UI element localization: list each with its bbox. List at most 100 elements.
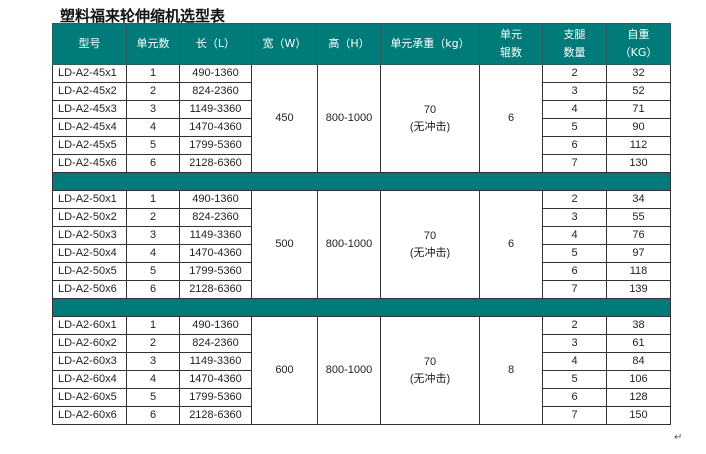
weight-cell: 130 [606,154,671,173]
units-cell: 6 [126,280,180,299]
legs-cell: 4 [542,100,607,119]
weight-cell: 118 [606,262,671,281]
units-cell: 4 [126,118,180,137]
column-header: 单元数 [126,23,180,65]
weight-cell: 90 [606,118,671,137]
units-cell: 3 [126,352,180,371]
weight-cell: 34 [606,190,671,209]
units-cell: 3 [126,100,180,119]
separator-band [52,298,671,317]
model-cell: LD-A2-60x4 [52,370,127,389]
model-cell: LD-A2-50x3 [52,226,127,245]
length-cell: 1149-3360 [179,226,252,245]
length-cell: 490-1360 [179,316,252,335]
weight-cell: 76 [606,226,671,245]
table-row: LD-A2-60x1 1 490-1360 600 800-1000 70 (无冲击) 8 2 3… [52,316,671,425]
table-row: LD-A2-45x5 5 1799-5360 6 112 [52,136,671,155]
weight-cell: 112 [606,136,671,155]
weight-cell: 71 [606,100,671,119]
weight-cell: 106 [606,370,671,389]
model-cell: LD-A2-50x5 [52,262,127,281]
length-cell: 2128-6360 [179,280,252,299]
column-header: 长（L） [179,23,252,65]
length-cell: 824-2360 [179,334,252,353]
table-row: LD-A2-45x1 1 490-1360 450 800-1000 70 (无冲击) 6 2 3… [52,64,671,173]
load-value: 70 [423,103,437,116]
column-header: 支腿 数量 [542,23,607,65]
length-cell: 1799-5360 [179,388,252,407]
load-cell: 70 (无冲击) [380,64,480,173]
table-row: LD-A2-50x5 5 1799-5360 6 118 [52,262,671,281]
legs-cell: 7 [542,154,607,173]
units-cell: 1 [126,316,180,335]
legs-cell: 6 [542,136,607,155]
selection-table: 型号 单元数 长（L） 宽（W） 高（H） 单元承重（kg） 单元 辊数 支腿 数量 自重 （K… [52,23,671,425]
rollers-cell: 8 [479,316,543,425]
weight-cell: 84 [606,352,671,371]
units-cell: 4 [126,244,180,263]
model-cell: LD-A2-45x3 [52,100,127,119]
units-cell: 5 [126,136,180,155]
weight-cell: 139 [606,280,671,299]
table-row: LD-A2-60x5 5 1799-5360 6 128 [52,388,671,407]
units-cell: 2 [126,334,180,353]
length-cell: 1149-3360 [179,100,252,119]
model-cell: LD-A2-60x5 [52,388,127,407]
legs-cell: 3 [542,208,607,227]
table-row: LD-A2-60x4 4 1470-4360 5 106 [52,370,671,389]
length-cell: 490-1360 [179,190,252,209]
load-cell: 70 (无冲击) [380,316,480,425]
legs-cell: 4 [542,352,607,371]
load-value: 70 [423,229,437,242]
weight-cell: 61 [606,334,671,353]
table-row: LD-A2-45x4 4 1470-4360 5 90 [52,118,671,137]
units-cell: 2 [126,82,180,101]
table-row: LD-A2-50x6 6 2128-6360 7 139 [52,280,671,299]
column-header: 单元承重（kg） [380,23,480,65]
model-cell: LD-A2-60x3 [52,352,127,371]
units-cell: 1 [126,190,180,209]
load-note: (无冲击) [409,120,451,133]
model-cell: LD-A2-45x6 [52,154,127,173]
rollers-cell: 6 [479,64,543,173]
units-cell: 2 [126,208,180,227]
weight-cell: 97 [606,244,671,263]
table-row: LD-A2-60x6 6 2128-6360 7 150 [52,406,671,425]
units-cell: 3 [126,226,180,245]
width-cell: 600 [251,316,318,425]
weight-cell: 32 [606,64,671,83]
model-cell: LD-A2-45x5 [52,136,127,155]
legs-cell: 2 [542,316,607,335]
legs-cell: 5 [542,370,607,389]
width-cell: 500 [251,190,318,299]
legs-cell: 2 [542,190,607,209]
length-cell: 1799-5360 [179,262,252,281]
load-note: (无冲击) [409,372,451,385]
height-cell: 800-1000 [317,64,381,173]
length-cell: 824-2360 [179,208,252,227]
units-cell: 5 [126,388,180,407]
model-cell: LD-A2-50x1 [52,190,127,209]
table-row: LD-A2-45x2 2 824-2360 3 52 [52,82,671,101]
length-cell: 1470-4360 [179,244,252,263]
group-separator [52,298,671,317]
legs-cell: 6 [542,388,607,407]
length-cell: 2128-6360 [179,406,252,425]
units-cell: 5 [126,262,180,281]
legs-cell: 7 [542,406,607,425]
length-cell: 1149-3360 [179,352,252,371]
column-header: 宽（W） [251,23,318,65]
load-note: (无冲击) [409,246,451,259]
table-row: LD-A2-60x2 2 824-2360 3 61 [52,334,671,353]
height-cell: 800-1000 [317,190,381,299]
group-separator [52,172,671,191]
weight-cell: 38 [606,316,671,335]
model-cell: LD-A2-50x4 [52,244,127,263]
weight-cell: 52 [606,82,671,101]
model-cell: LD-A2-50x2 [52,208,127,227]
model-cell: LD-A2-50x6 [52,280,127,299]
legs-cell: 5 [542,244,607,263]
table-row: LD-A2-50x1 1 490-1360 500 800-1000 70 (无冲击) 6 2 3… [52,190,671,299]
units-cell: 6 [126,154,180,173]
legs-cell: 4 [542,226,607,245]
